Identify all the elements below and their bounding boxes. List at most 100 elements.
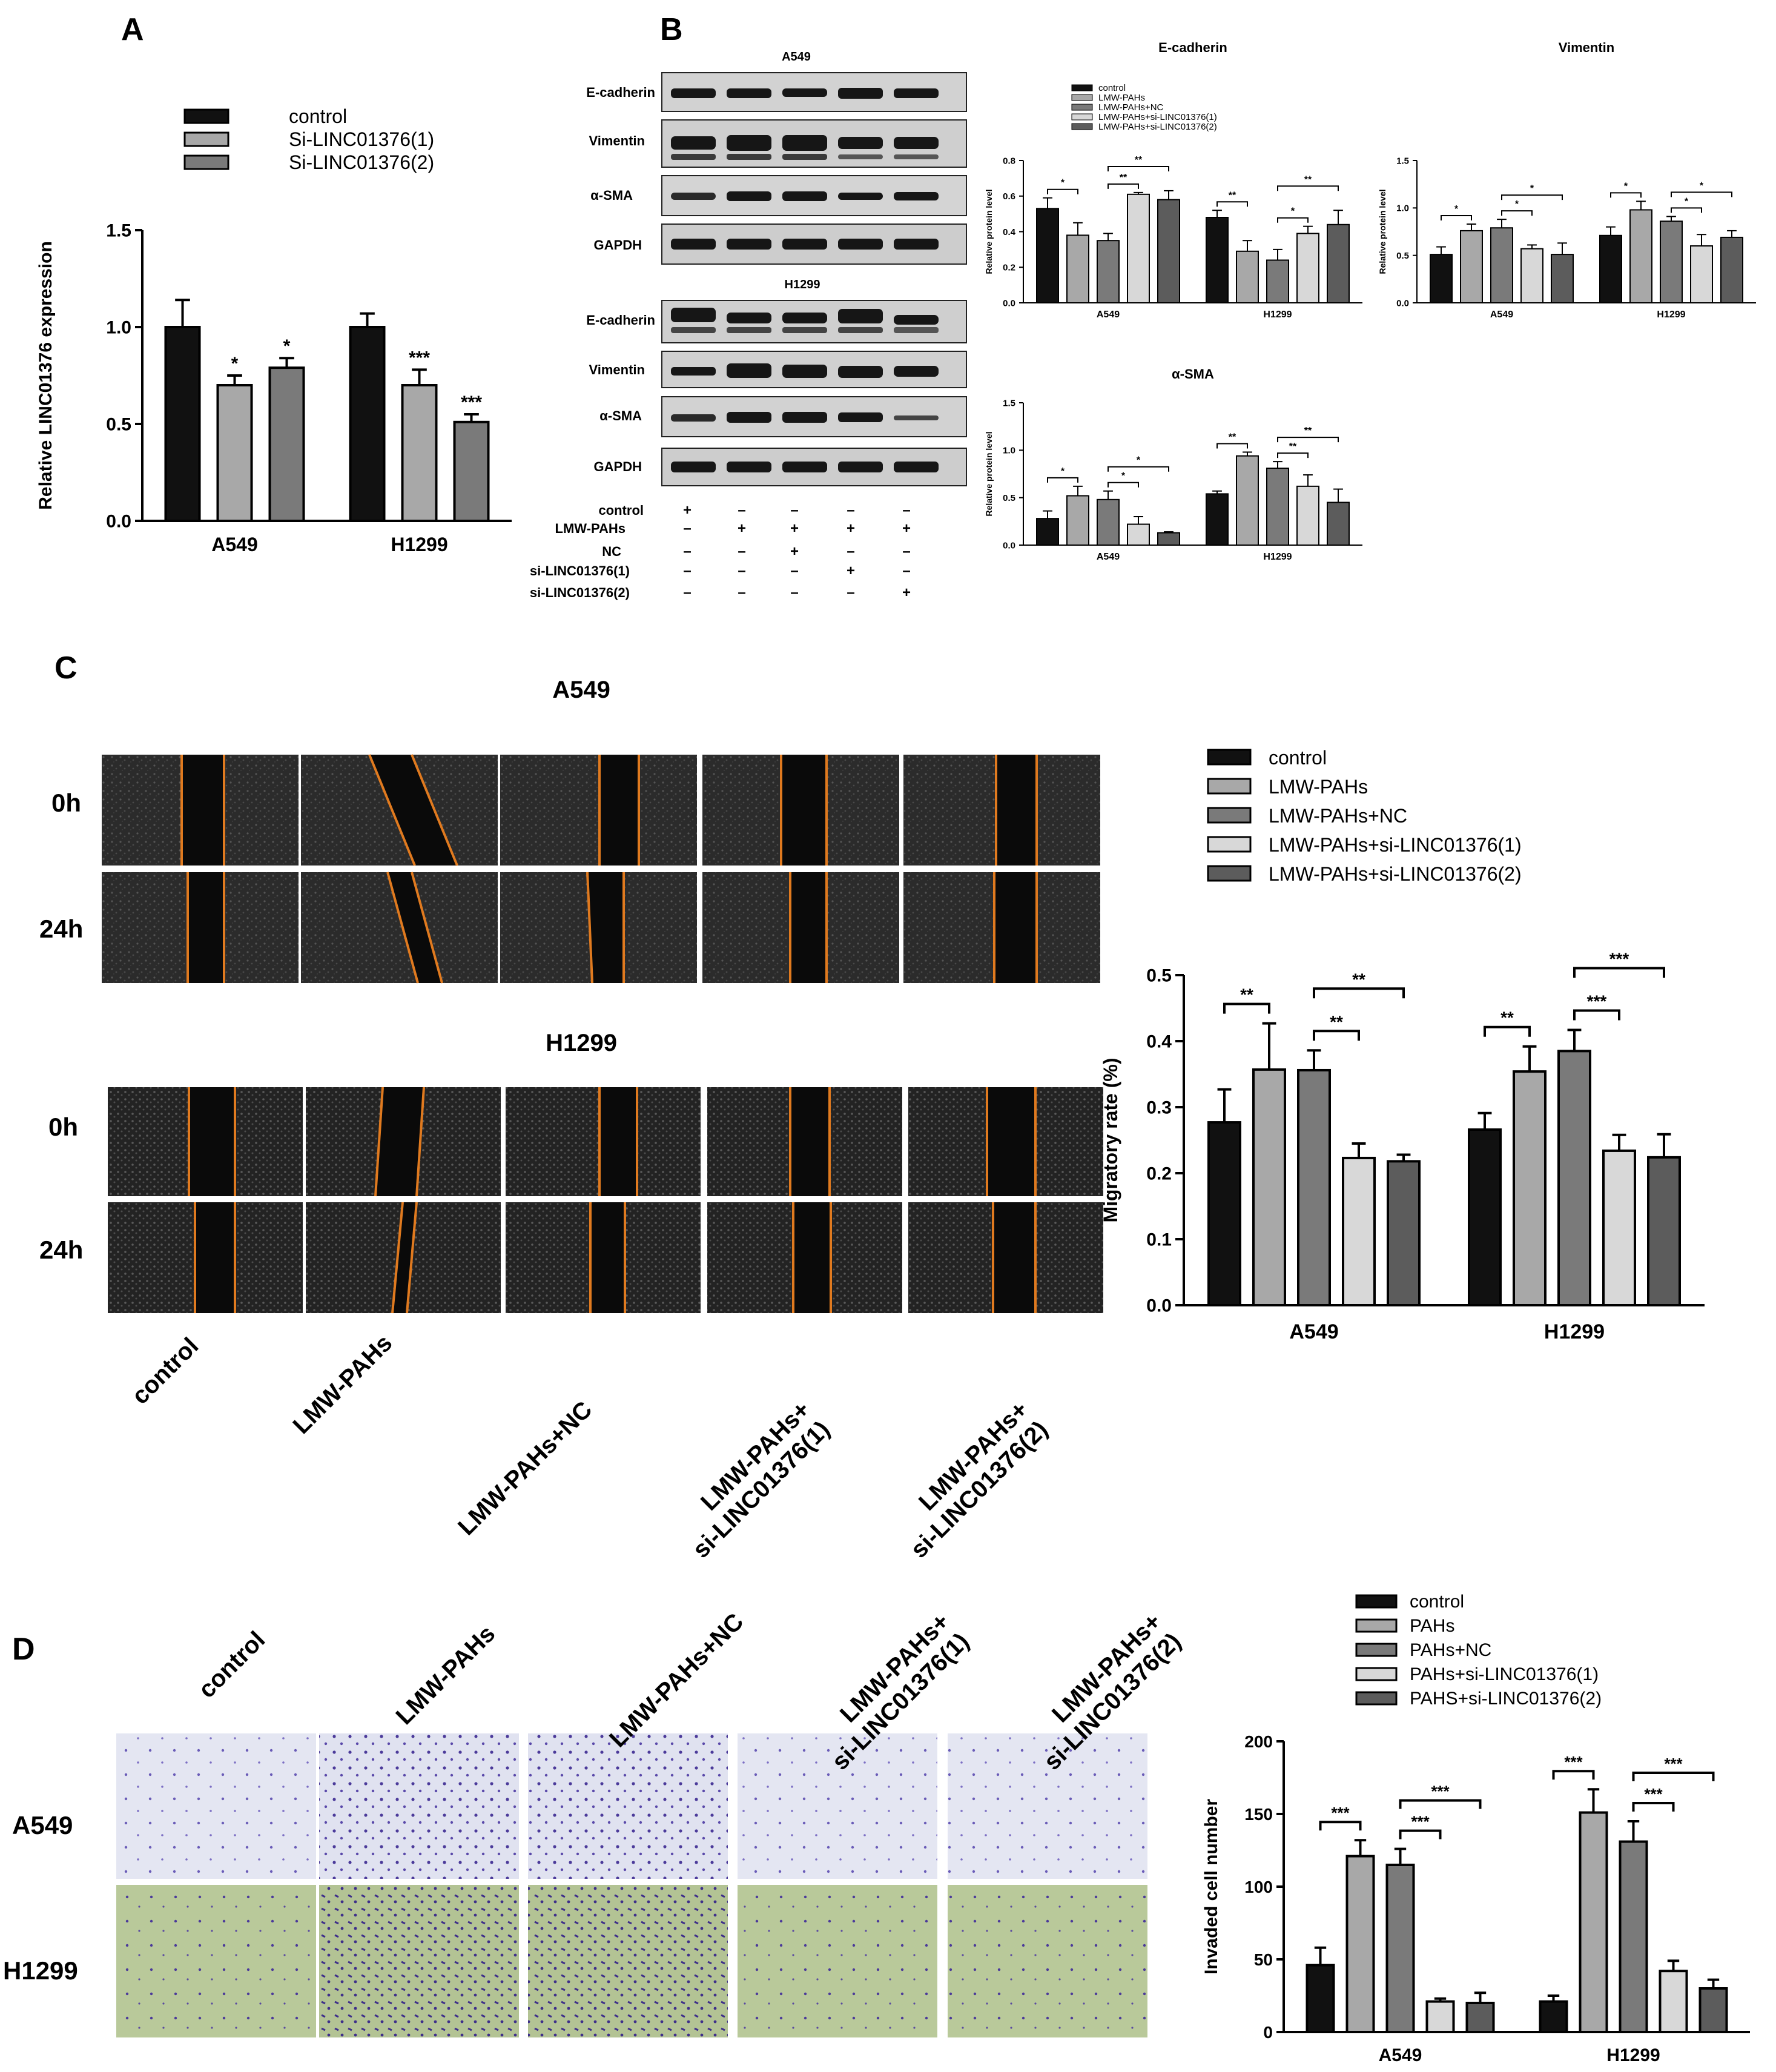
legend-swatch: [1207, 865, 1252, 882]
transwell-image-a549: [738, 1733, 937, 1879]
scratch-edge-line: [391, 1202, 404, 1314]
bar: [1252, 1068, 1286, 1306]
significance-mark: ***: [461, 392, 482, 412]
y-tick-label: 100: [1244, 1878, 1273, 1896]
x-category-label: H1299: [1544, 1320, 1605, 1343]
significance-mark: ***: [1431, 1782, 1450, 1801]
transwell-column-label: control: [193, 1626, 270, 1703]
significance-bracket: [1277, 452, 1309, 458]
bar: [1157, 532, 1180, 546]
legend-swatch: [183, 108, 229, 124]
y-tick-label: 0.1: [1146, 1230, 1172, 1250]
y-tick-label: 0.4: [1003, 227, 1016, 237]
scratch-gap: [590, 1202, 625, 1313]
legend-label: PAHs+si-LINC01376(1): [1410, 1664, 1599, 1684]
legend-swatch: [1207, 749, 1252, 766]
significance-bracket: [1399, 1829, 1442, 1839]
treatment-mark: –: [902, 563, 910, 579]
scratch-edge-line: [411, 754, 458, 866]
treatment-mark: –: [683, 520, 691, 537]
significance-mark: *: [1121, 471, 1126, 482]
treatment-mark: –: [847, 502, 854, 518]
bar: [1720, 236, 1743, 303]
transwell-image-h1299: [319, 1885, 519, 2037]
legend-label: control: [1410, 1592, 1464, 1612]
legend-label: PAHs: [1410, 1616, 1454, 1636]
y-axis-label: Relative protein level: [1378, 189, 1387, 274]
bar: [1345, 1855, 1375, 2034]
legend-label: Si-LINC01376(1): [289, 128, 434, 150]
scratch-edge-line: [415, 1087, 425, 1197]
significance-mark: **: [1229, 432, 1236, 442]
bar: [1629, 209, 1652, 304]
transwell-row-label-h1299: H1299: [3, 1956, 78, 1985]
time-label-h1299-24h: 24h: [39, 1236, 83, 1264]
treatment-mark: +: [902, 584, 911, 601]
transwell-row-label-a549: A549: [12, 1811, 73, 1839]
bar: [1296, 233, 1319, 303]
legend-label: LMW-PAHs: [1269, 776, 1368, 798]
blot-label-a549-vim: Vimentin: [589, 133, 645, 148]
y-tick-label: 0.0: [106, 512, 131, 532]
scratch-gap: [790, 872, 827, 983]
bar: [1266, 468, 1289, 546]
treatment-table: control + – – – – LMW-PAHs – + + + + NC – – + – – si-LINC0…: [530, 502, 911, 601]
y-tick-label: 1.5: [1396, 156, 1409, 166]
significance-bracket: [1441, 214, 1472, 220]
chart-title: α-SMA: [1172, 366, 1214, 382]
transwell-column-label-line: LMW-PAHs: [391, 1620, 501, 1730]
significance-mark: *: [1624, 181, 1628, 191]
treatment-label: si-LINC01376(2): [530, 585, 630, 600]
significance-mark: ***: [1587, 991, 1607, 1010]
significance-mark: ***: [1644, 1785, 1663, 1803]
scratch-images: [102, 754, 1103, 1314]
bar: [1647, 1156, 1681, 1306]
scratch-gap: [790, 1087, 830, 1196]
scratch-edge-line: [368, 754, 416, 866]
y-tick-label: 0.4: [1146, 1032, 1172, 1052]
scratch-gap: [189, 1087, 235, 1196]
transwell-image-a549: [319, 1733, 519, 1879]
bar: [1297, 1068, 1331, 1306]
y-tick-label: 150: [1244, 1805, 1273, 1824]
bar: [1660, 220, 1683, 303]
scratch-column-label: LMW-PAHs+NC: [453, 1396, 597, 1540]
treatment-mark: –: [683, 543, 691, 560]
y-axis-label: Relative protein level: [984, 189, 994, 274]
treatment-mark: –: [738, 543, 745, 560]
x-category-label: H1299: [391, 534, 447, 555]
significance-bracket: [1319, 1821, 1362, 1831]
x-category-label: A549: [1097, 552, 1120, 562]
bar: [1236, 250, 1259, 303]
scratch-column-label-line: LMW-PAHs+NC: [453, 1396, 597, 1540]
significance-bracket: [1610, 192, 1642, 198]
blot-label-a549-sma: α-SMA: [590, 188, 633, 203]
significance-mark: ***: [1331, 1804, 1350, 1822]
treatment-mark: –: [738, 563, 745, 579]
y-axis-label: Relative LINC01376 expression: [36, 241, 56, 510]
bar: [1306, 1964, 1335, 2034]
bar: [401, 384, 438, 522]
scratch-title-a549: A549: [552, 677, 610, 703]
y-axis-label: Migratory rate (%): [1100, 1058, 1121, 1222]
significance-bracket: [1277, 185, 1339, 191]
scratch-column-label-line: LMW-PAHs: [288, 1329, 398, 1439]
scratch-gap: [599, 755, 639, 866]
scratch-title-h1299: H1299: [546, 1030, 617, 1056]
significance-mark: *: [1061, 178, 1065, 188]
y-tick-label: 200: [1244, 1732, 1273, 1751]
bar: [1097, 498, 1120, 546]
treatment-mark: –: [683, 563, 691, 579]
significance-bracket: [1277, 437, 1339, 443]
y-tick-label: 0.0: [1396, 298, 1409, 308]
scratch-gap: [188, 872, 224, 983]
significance-bracket: [1632, 1802, 1675, 1812]
bar: [1430, 254, 1453, 304]
panel-label-b: B: [660, 12, 683, 47]
bar: [453, 420, 490, 522]
treatment-mark: –: [902, 543, 910, 560]
significance-bracket: [1313, 1030, 1360, 1041]
significance-mark: **: [1304, 426, 1312, 436]
